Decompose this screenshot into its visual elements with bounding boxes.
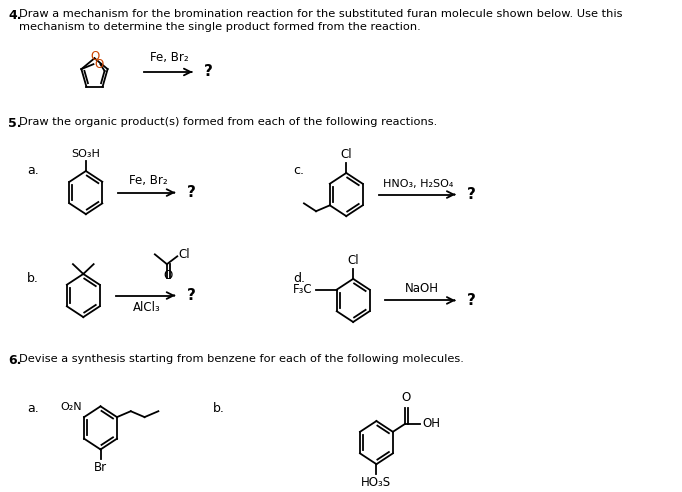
- Text: 6.: 6.: [8, 354, 22, 368]
- Text: a.: a.: [27, 402, 39, 415]
- Text: SO₃H: SO₃H: [72, 149, 100, 159]
- Text: Cl: Cl: [347, 254, 359, 267]
- Text: ?: ?: [204, 64, 213, 80]
- Text: AlCl₃: AlCl₃: [133, 302, 161, 314]
- Text: O: O: [94, 58, 104, 71]
- Text: OH: OH: [422, 418, 440, 430]
- Text: b.: b.: [213, 402, 224, 415]
- Text: NaOH: NaOH: [404, 281, 439, 295]
- Text: F₃C: F₃C: [293, 283, 312, 296]
- Text: ?: ?: [187, 288, 196, 303]
- Text: Devise a synthesis starting from benzene for each of the following molecules.: Devise a synthesis starting from benzene…: [20, 354, 464, 365]
- Text: O₂N: O₂N: [60, 402, 82, 412]
- Text: 4.: 4.: [8, 9, 22, 22]
- Text: Fe, Br₂: Fe, Br₂: [129, 174, 167, 186]
- Text: HNO₃, H₂SO₄: HNO₃, H₂SO₄: [383, 179, 454, 188]
- Text: O: O: [401, 391, 411, 404]
- Text: Draw a mechanism for the bromination reaction for the substituted furan molecule: Draw a mechanism for the bromination rea…: [20, 9, 623, 32]
- Text: Fe, Br₂: Fe, Br₂: [150, 51, 189, 64]
- Text: Cl: Cl: [340, 148, 352, 161]
- Text: d.: d.: [293, 273, 305, 285]
- Text: c.: c.: [293, 163, 303, 177]
- Text: Cl: Cl: [178, 248, 190, 261]
- Text: ?: ?: [467, 293, 476, 308]
- Text: a.: a.: [27, 163, 39, 177]
- Text: HO₃S: HO₃S: [361, 476, 391, 489]
- Text: 5.: 5.: [8, 117, 22, 130]
- Text: ?: ?: [467, 187, 476, 202]
- Text: O: O: [90, 50, 99, 63]
- Text: b.: b.: [27, 273, 39, 285]
- Text: ?: ?: [187, 185, 196, 200]
- Text: O: O: [163, 269, 173, 282]
- Text: Draw the organic product(s) formed from each of the following reactions.: Draw the organic product(s) formed from …: [20, 117, 438, 127]
- Text: Br: Br: [94, 461, 107, 474]
